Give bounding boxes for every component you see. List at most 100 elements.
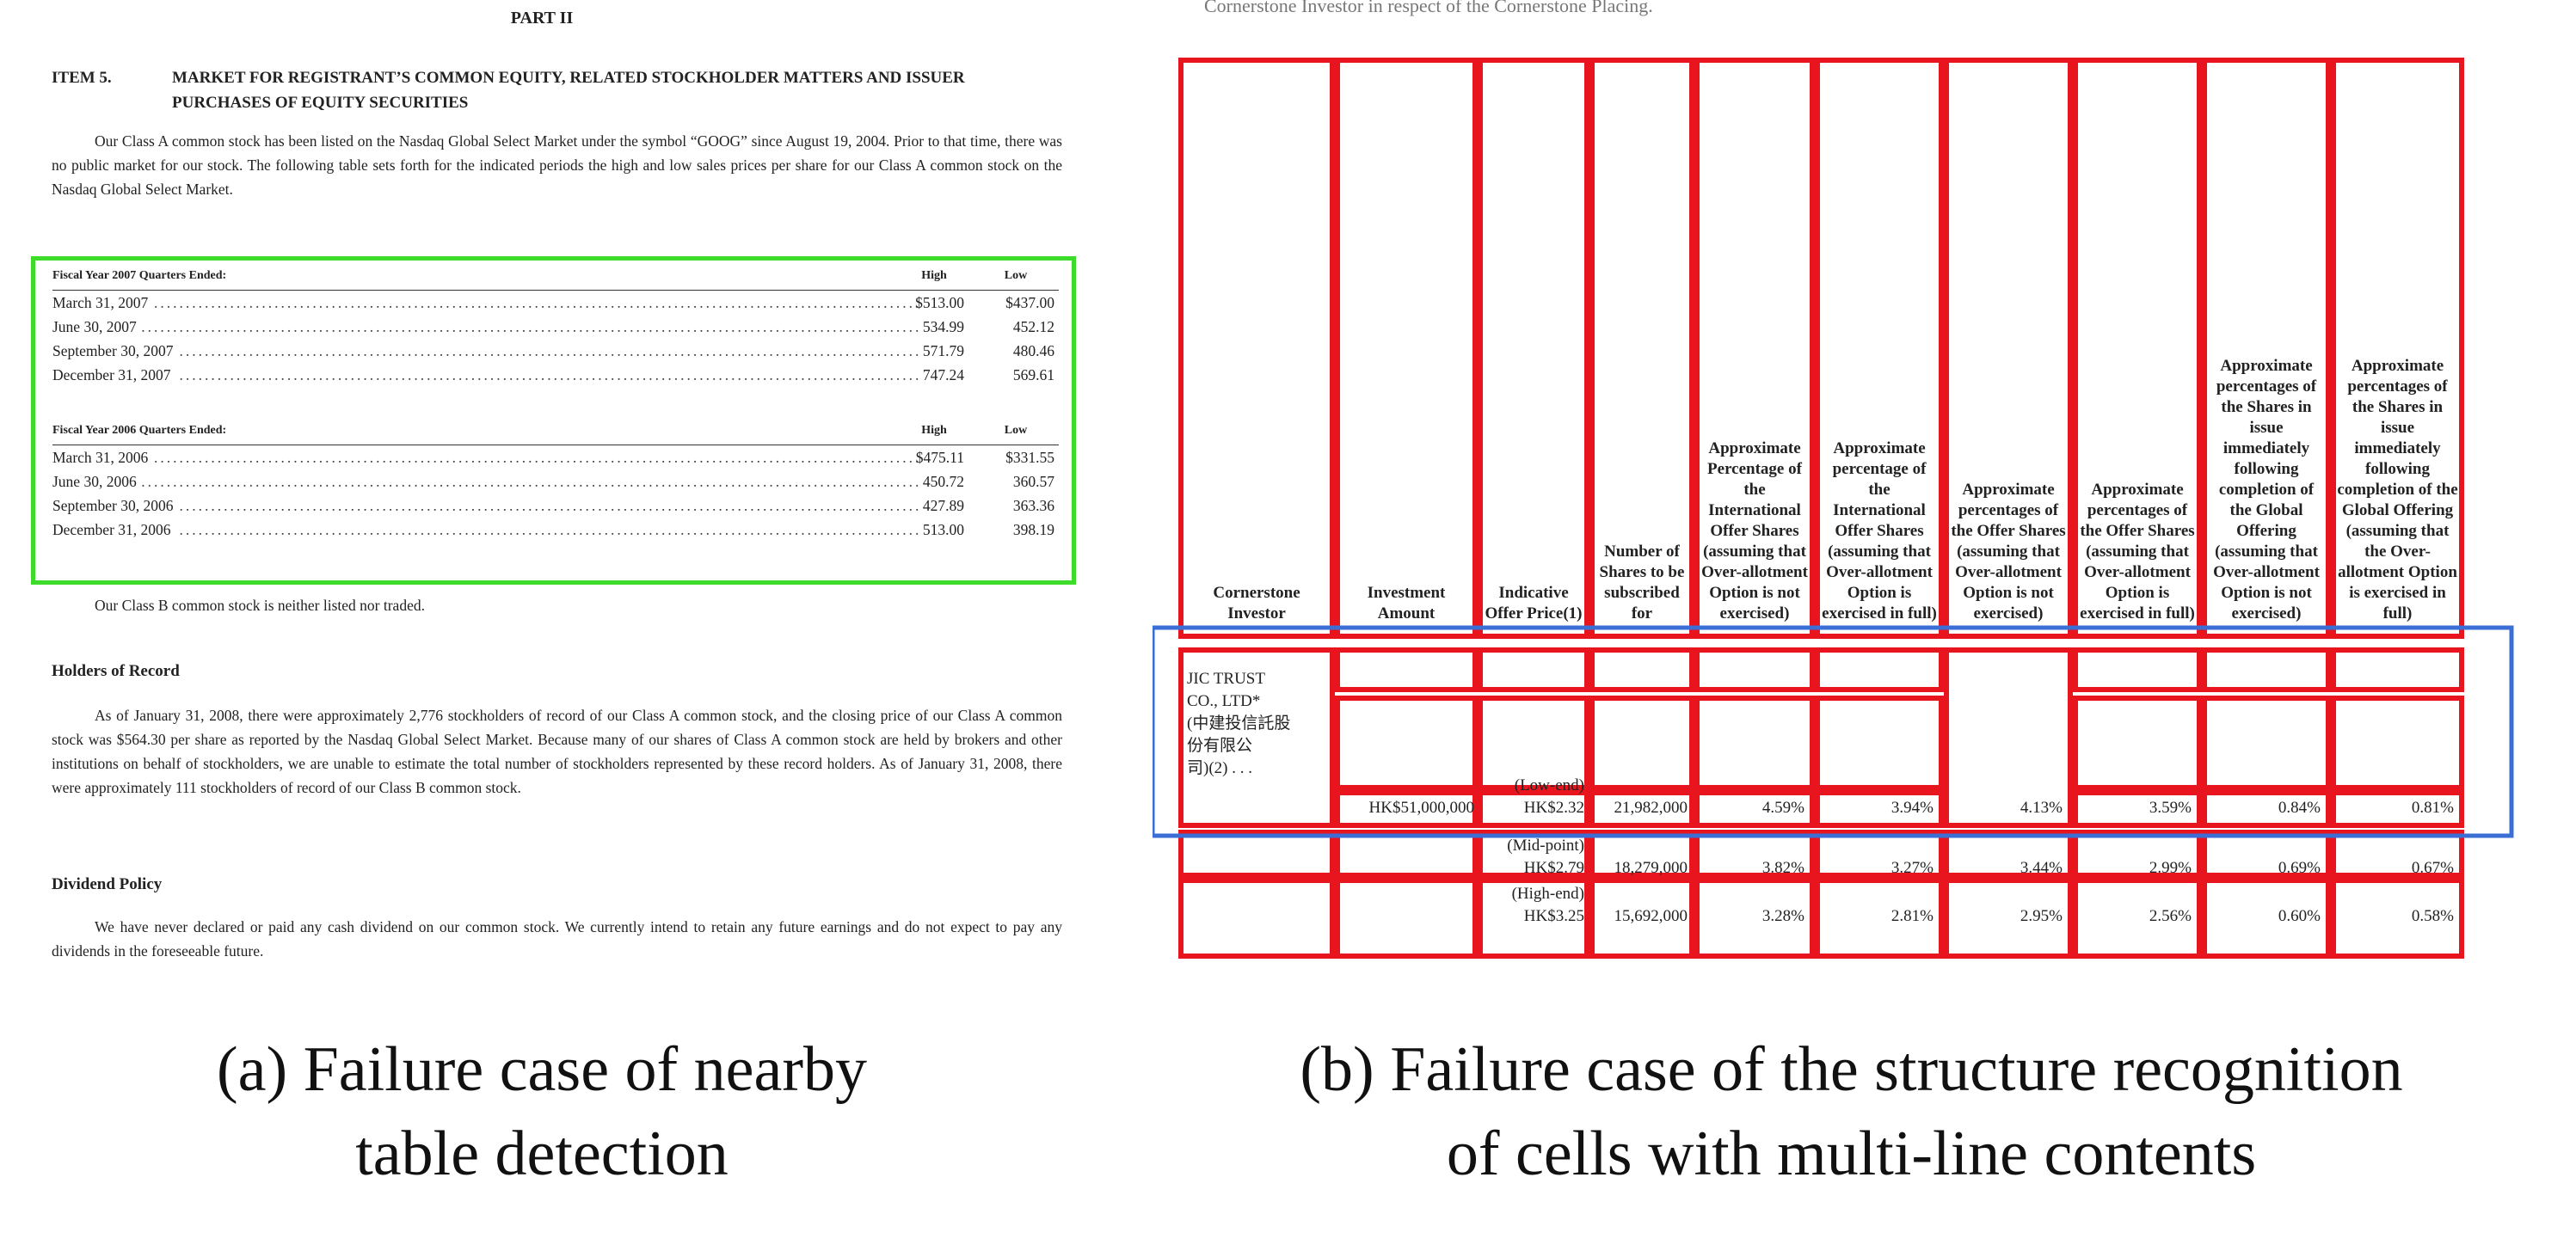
column-header: Number of Shares to be subscribed for <box>1599 543 1685 622</box>
percentage-value: 3.28% <box>1761 907 1804 925</box>
body-cell-box <box>2073 878 2202 959</box>
caption-b: (b) Failure case of the structure recogn… <box>1127 1027 2576 1196</box>
body-cell-box <box>2073 696 2202 790</box>
body-cell-box <box>1589 790 1694 828</box>
panel-b-table: Cornerstone Investor in respect of the C… <box>1153 0 2576 997</box>
row-low: 363.36 <box>1012 497 1054 514</box>
col-low: Low <box>1004 269 1028 282</box>
body-cell-box <box>1694 647 1815 692</box>
body-cell-box <box>2202 790 2331 828</box>
body-cell-box <box>1589 647 1694 692</box>
row-low: $331.55 <box>1005 449 1054 466</box>
col-high: High <box>921 269 947 282</box>
shares-value: 18,279,000 <box>1614 859 1688 877</box>
body-cell-box <box>2202 878 2331 959</box>
table-row: ........................................… <box>52 315 1059 339</box>
holders-paragraph: As of January 31, 2008, there were appro… <box>52 707 1062 796</box>
table-row: ........................................… <box>52 339 1059 363</box>
shares-value: 21,982,000 <box>1614 799 1688 817</box>
investor-name-line: 份有限公 <box>1187 737 1253 755</box>
row-period: March 31, 2007 <box>52 294 154 312</box>
body-cell-box <box>1815 647 1944 692</box>
header-cell-box <box>1815 58 1944 639</box>
table-row: ........................................… <box>52 363 1059 387</box>
class-b-paragraph: Our Class B common stock is neither list… <box>95 597 425 614</box>
row-high: $513.00 <box>915 294 964 311</box>
leader-dots: ........................................… <box>52 497 921 514</box>
percentage-value: 3.59% <box>2149 799 2192 817</box>
percentage-value: 3.82% <box>1761 859 1804 877</box>
column-header: Cornerstone Investor <box>1213 584 1300 622</box>
body-cell-box <box>1694 878 1815 959</box>
table-2007-label: Fiscal Year 2007 Quarters Ended: <box>52 269 227 282</box>
body-cell-box <box>2202 696 2331 790</box>
body-cell-box <box>1815 878 1944 959</box>
percentage-value: 3.44% <box>2020 859 2063 877</box>
row-low: 452.12 <box>1012 318 1054 335</box>
percentage-value: 2.95% <box>2020 907 2063 925</box>
body-cell-box <box>1815 790 1944 828</box>
body-cell-box <box>2073 790 2202 828</box>
leader-dots: ........................................… <box>52 449 921 466</box>
row-period: March 31, 2006 <box>52 449 154 467</box>
shares-value: 15,692,000 <box>1614 907 1688 925</box>
table-2007-header: Fiscal Year 2007 Quarters Ended: High Lo… <box>52 267 1059 291</box>
body-cell-box <box>1335 696 1478 790</box>
table-row: ........................................… <box>52 494 1059 518</box>
table-row: ........................................… <box>52 518 1059 542</box>
row-period: December 31, 2006 <box>52 521 176 539</box>
body-cell-box <box>1335 647 1478 692</box>
caption-a: (a) Failure case of nearby table detecti… <box>0 1027 1084 1196</box>
leader-dots: ........................................… <box>52 318 921 335</box>
column-header: Approximate percentages of the Shares in… <box>2337 357 2458 622</box>
body-cell-box <box>1815 830 1944 878</box>
body-cell-box <box>2202 830 2331 878</box>
body-cell-box <box>1694 790 1815 828</box>
row-low: 398.19 <box>1012 521 1054 538</box>
body-cell-box <box>1478 830 1589 878</box>
row-high: 450.72 <box>922 473 964 490</box>
percentage-value: 0.58% <box>2411 907 2454 925</box>
row-low: $437.00 <box>1005 294 1054 311</box>
header-cell-box <box>2331 58 2464 639</box>
investor-name-line: 司)(2) . . . <box>1187 759 1252 777</box>
column-header: Approximate Percentage of the Internatio… <box>1701 439 1808 622</box>
percentage-value: 4.13% <box>2020 799 2063 817</box>
detected-table-box: Fiscal Year 2007 Quarters Ended: High Lo… <box>31 256 1076 585</box>
header-cell-box <box>1478 58 1589 639</box>
row-low: 360.57 <box>1012 473 1054 490</box>
column-header: Investment Amount <box>1367 584 1446 622</box>
body-cell-box <box>2073 647 2202 692</box>
table-2006: Fiscal Year 2006 Quarters Ended: High Lo… <box>52 422 1059 542</box>
header-cell-box <box>1178 58 1335 639</box>
caption-a-line1: (a) Failure case of nearby <box>216 1034 868 1105</box>
body-cell-box <box>1178 647 1335 828</box>
leader-dots: ........................................… <box>52 366 921 383</box>
body-cell-box <box>1815 696 1944 790</box>
row-period: December 31, 2007 <box>52 366 176 384</box>
dividend-paragraph: We have never declared or paid any cash … <box>52 918 1062 960</box>
body-cell-box <box>1589 878 1694 959</box>
holders-heading: Holders of Record <box>52 662 180 680</box>
percentage-value: 0.81% <box>2411 799 2454 817</box>
body-cell-box <box>1178 878 1335 959</box>
row-period: September 30, 2006 <box>52 497 179 515</box>
row-low: 569.61 <box>1012 366 1054 383</box>
intro-paragraph: Our Class A common stock has been listed… <box>52 132 1062 198</box>
offer-price: HK$2.32 <box>1523 799 1584 817</box>
panel-a-document: PART II ITEM 5. MARKET FOR REGISTRANT’S … <box>0 0 1084 997</box>
body-cell-box <box>1944 830 2073 878</box>
row-period: June 30, 2006 <box>52 473 142 491</box>
col-low: Low <box>1004 424 1028 437</box>
body-cell-box <box>1589 696 1694 790</box>
part-heading: PART II <box>510 9 574 28</box>
body-cell-box <box>2073 830 2202 878</box>
investor-name-line: CO., LTD* <box>1187 692 1261 710</box>
offer-price: HK$3.25 <box>1523 907 1584 925</box>
percentage-value: 2.81% <box>1891 907 1934 925</box>
item-number: ITEM 5. <box>52 69 112 87</box>
body-cell-box <box>1478 696 1589 790</box>
body-cell-box <box>1178 830 1335 878</box>
body-cell-box <box>1335 830 1478 878</box>
dividend-heading: Dividend Policy <box>52 875 163 893</box>
